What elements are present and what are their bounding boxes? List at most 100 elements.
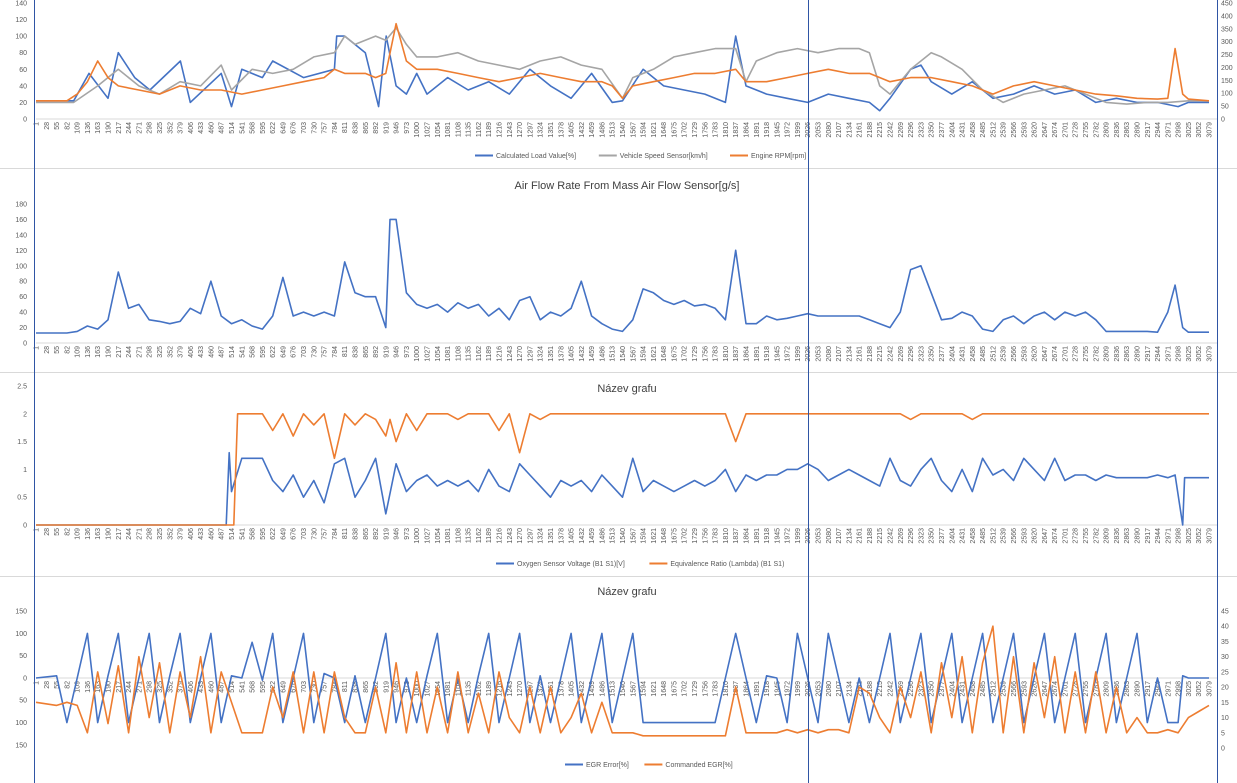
y-tick-label: 60 (19, 294, 27, 301)
y-tick-label: 80 (19, 279, 27, 286)
x-tick-label: 2701 (1062, 528, 1069, 544)
x-tick-label: 2647 (1042, 346, 1049, 362)
x-tick-label: 1189 (486, 122, 493, 137)
x-tick-label: 2971 (1165, 681, 1172, 697)
x-tick-label: 892 (373, 122, 380, 134)
chart-panel-4: Název grafu 150 100 50 0 50 100 150 0 5 10 15 20 25 30… (0, 578, 1237, 783)
x-tick-label: 2242 (888, 122, 895, 138)
x-tick-label: 1270 (517, 528, 524, 544)
x-tick-label: 2107 (836, 122, 843, 138)
x-tick-label: 2215 (877, 122, 884, 138)
x-tick-label: 2323 (918, 122, 925, 138)
series-line (36, 35, 1209, 112)
x-tick-label: 1108 (455, 528, 462, 543)
x-tick-label: 190 (106, 681, 113, 693)
x-tick-label: 352 (167, 122, 174, 134)
x-tick-label: 2620 (1032, 346, 1039, 362)
x-tick-label: 2404 (949, 681, 956, 697)
y-tick-label: 50 (19, 653, 27, 660)
x-tick-label: 1432 (579, 681, 586, 697)
x-tick-label: 2053 (815, 681, 822, 697)
chart-panel-3: Název grafu 0 0.5 1 1.5 2 2.5 1 28 55 82 109 136 163 1… (0, 374, 1237, 576)
x-tick-label: 28 (44, 681, 51, 689)
x-tick-label: 1729 (692, 681, 699, 697)
x-tick-label: 1216 (497, 122, 504, 138)
x-tick-label: 1675 (671, 681, 678, 697)
x-tick-label: 2134 (846, 346, 853, 362)
x-tick-label: 2296 (908, 346, 915, 362)
selection-line-middle[interactable] (808, 0, 809, 783)
y-tick-label: 20 (19, 325, 27, 332)
series-line (36, 27, 1209, 105)
x-tick-label: 2080 (826, 528, 833, 544)
x-tick-label: 703 (301, 681, 308, 693)
x-tick-label: 1648 (661, 122, 668, 138)
x-tick-label: 595 (260, 346, 267, 358)
x-tick-label: 2944 (1155, 528, 1162, 544)
x-tick-label: 2431 (960, 681, 967, 697)
x-tick-label: 595 (260, 122, 267, 134)
x-tick-label: 1648 (661, 681, 668, 697)
y-tick-label: 120 (15, 248, 27, 255)
x-tick-label: 2620 (1032, 681, 1039, 697)
selection-line-left[interactable] (34, 0, 35, 783)
x-tick-label: 1324 (538, 681, 545, 697)
y2-tick-label: 400 (1221, 13, 1233, 20)
x-tick-label: 190 (106, 122, 113, 134)
x-tick-label: 1891 (754, 346, 761, 362)
x-tick-label: 55 (54, 122, 61, 130)
y2-tick-label: 0 (1221, 117, 1225, 124)
x-tick-label: 3025 (1186, 528, 1193, 544)
chart-title: Air Flow Rate From Mass Air Flow Sensor[… (515, 180, 740, 192)
x-tick-label: 2890 (1134, 681, 1141, 697)
x-tick-label: 1189 (486, 681, 493, 696)
x-tick-label: 2539 (1001, 528, 1008, 544)
x-tick-label: 1378 (558, 528, 565, 544)
x-tick-label: 2539 (1001, 681, 1008, 697)
x-tick-label: 2782 (1093, 528, 1100, 544)
x-tick-label: 3025 (1186, 681, 1193, 697)
x-tick-label: 2863 (1124, 346, 1131, 362)
x-tick-label: 1756 (702, 681, 709, 697)
x-tick-label: 1999 (795, 681, 802, 697)
x-tick-label: 784 (332, 528, 339, 540)
y2-tick-label: 30 (1221, 654, 1229, 661)
x-tick-label: 1216 (497, 528, 504, 544)
x-tick-label: 82 (64, 681, 71, 689)
x-tick-label: 2080 (826, 346, 833, 362)
y2-tick-label: 15 (1221, 700, 1229, 707)
x-tick-label: 1918 (764, 122, 771, 138)
y2-tick-label: 35 (1221, 639, 1229, 646)
x-tick-label: 136 (85, 346, 92, 358)
x-tick-label: 2701 (1062, 346, 1069, 362)
x-tick-label: 622 (270, 681, 277, 693)
x-tick-label: 838 (352, 681, 359, 693)
y2-tick-label: 50 (1221, 104, 1229, 111)
x-tick-label: 1 (34, 122, 41, 126)
y-tick-label: 1.5 (17, 439, 27, 446)
x-tick-label: 1135 (466, 681, 473, 696)
x-tick-label: 1594 (641, 346, 648, 362)
x-tick-label: 2323 (918, 528, 925, 544)
x-tick-label: 1135 (466, 122, 473, 137)
x-tick-label: 298 (147, 528, 154, 540)
x-tick-label: 433 (198, 528, 205, 540)
x-tick-label: 271 (136, 122, 143, 134)
x-tick-label: 190 (106, 528, 113, 540)
x-tick-label: 2134 (846, 528, 853, 544)
x-tick-label: 379 (178, 681, 185, 693)
x-tick-label: 244 (126, 122, 133, 134)
y-tick-label: 100 (15, 720, 27, 727)
selection-line-right[interactable] (1217, 0, 1218, 783)
x-tick-label: 622 (270, 122, 277, 134)
x-tick-label: 1594 (641, 528, 648, 544)
x-tick-label: 1810 (723, 681, 730, 697)
legend-label: Vehicle Speed Sensor[km/h] (620, 153, 708, 160)
x-tick-label: 892 (373, 681, 380, 693)
x-tick-label: 55 (54, 528, 61, 536)
x-tick-label: 1756 (702, 346, 709, 362)
y-tick-label: 40 (19, 310, 27, 317)
x-tick-label: 1729 (692, 122, 699, 138)
x-tick-label: 1999 (795, 346, 802, 362)
x-tick-label: 1837 (733, 528, 740, 544)
